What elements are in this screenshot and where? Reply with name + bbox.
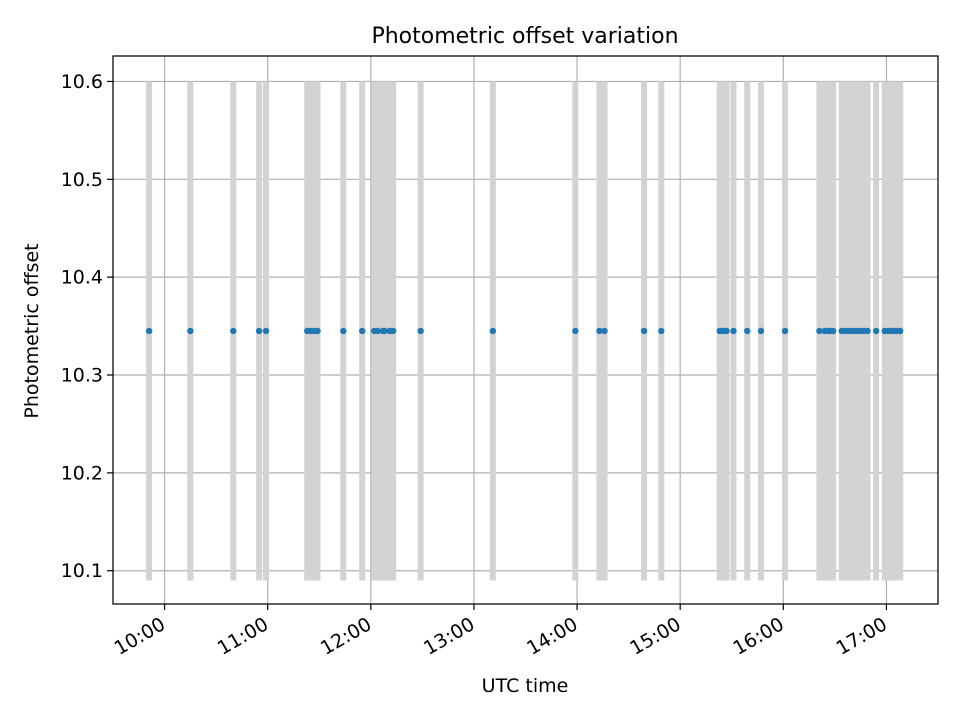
data-point bbox=[314, 327, 321, 335]
x-tick-label: 11:00 bbox=[214, 613, 272, 659]
chart-title: Photometric offset variation bbox=[371, 24, 678, 49]
plot-frame bbox=[112, 55, 939, 605]
data-point bbox=[816, 327, 823, 335]
data-point bbox=[572, 327, 579, 335]
data-point bbox=[864, 327, 871, 335]
data-point bbox=[255, 327, 263, 335]
x-tick-label: 13:00 bbox=[420, 613, 478, 659]
data-point bbox=[896, 327, 904, 335]
points-layer bbox=[145, 327, 904, 335]
data-point bbox=[340, 327, 347, 335]
data-point bbox=[359, 327, 366, 335]
data-point bbox=[145, 327, 153, 335]
data-point bbox=[262, 327, 270, 335]
data-point bbox=[230, 327, 237, 335]
x-tick-label: 15:00 bbox=[626, 613, 684, 659]
y-tick-label: 10.2 bbox=[61, 462, 103, 484]
x-tick-label: 16:00 bbox=[729, 613, 787, 659]
data-point bbox=[744, 327, 751, 335]
x-tick-label: 10:00 bbox=[111, 613, 169, 659]
y-tick-label: 10.5 bbox=[61, 169, 103, 191]
data-point bbox=[596, 327, 603, 335]
data-point bbox=[781, 327, 789, 335]
data-point bbox=[640, 327, 648, 335]
x-axis-label: UTC time bbox=[482, 675, 569, 697]
x-tick-label: 14:00 bbox=[523, 613, 581, 659]
x-tick-label: 17:00 bbox=[833, 613, 891, 659]
data-point bbox=[872, 327, 880, 335]
data-point bbox=[381, 327, 388, 335]
y-tick-label: 10.4 bbox=[61, 267, 103, 289]
data-point bbox=[601, 327, 608, 335]
grid bbox=[113, 56, 938, 604]
y-tick-label: 10.3 bbox=[61, 365, 103, 387]
y-tick-label: 10.6 bbox=[61, 71, 103, 93]
y-axis: 10.1 10.2 10.3 10.4 10.5 10.6 bbox=[61, 71, 113, 582]
data-point bbox=[374, 327, 381, 335]
data-point bbox=[829, 327, 837, 335]
y-axis-label: Photometric offset bbox=[21, 243, 43, 418]
data-point bbox=[389, 327, 397, 335]
y-tick-label: 10.1 bbox=[61, 560, 103, 582]
data-point bbox=[658, 327, 665, 335]
data-point bbox=[417, 327, 424, 335]
data-point bbox=[757, 327, 765, 335]
x-tick-label: 12:00 bbox=[317, 613, 375, 659]
data-point bbox=[730, 327, 737, 335]
data-point bbox=[723, 327, 730, 335]
x-axis: 10:00 11:00 12:00 13:00 14:00 15:00 16:00 17:00 bbox=[111, 604, 891, 660]
data-point bbox=[187, 327, 194, 335]
data-point bbox=[489, 327, 497, 335]
